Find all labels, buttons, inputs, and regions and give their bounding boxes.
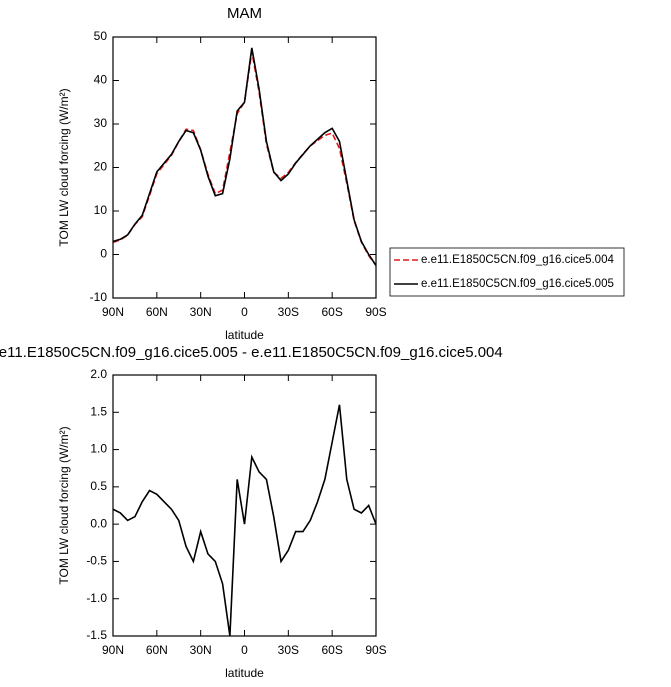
data-line — [113, 404, 376, 636]
y-axis-label: TOM LW cloud forcing (W/m²) — [57, 88, 71, 246]
y-tick-label: 2.0 — [90, 367, 107, 381]
y-tick-label: 30 — [94, 116, 108, 130]
x-tick-label: 0 — [241, 643, 248, 657]
x-tick-label: 30N — [190, 305, 212, 319]
y-axis-label: TOM LW cloud forcing (W/m²) — [57, 426, 71, 584]
chart-title: MAM — [227, 5, 262, 22]
x-tick-label: 90N — [102, 305, 124, 319]
plot-frame — [112, 374, 377, 637]
data-line — [113, 51, 376, 266]
x-axis-label: latitude — [225, 666, 264, 680]
x-tick-label: 90S — [365, 305, 386, 319]
y-tick-label: 50 — [94, 29, 108, 43]
x-tick-label: 60S — [321, 643, 342, 657]
x-tick-label: 60S — [321, 305, 342, 319]
y-tick-label: 20 — [94, 160, 108, 174]
y-tick-label: 0.5 — [90, 479, 107, 493]
x-axis-label: latitude — [225, 328, 264, 342]
plot-frame — [112, 36, 377, 299]
chart-title: e.e11.E1850C5CN.f09_g16.cice5.005 - e.e1… — [0, 344, 503, 361]
y-tick-label: 10 — [94, 203, 108, 217]
y-tick-label: 1.5 — [90, 404, 107, 418]
y-tick-label: 1.0 — [90, 442, 107, 456]
x-tick-label: 90S — [365, 643, 386, 657]
y-tick-label: 40 — [94, 73, 108, 87]
y-tick-label: -1.0 — [86, 591, 107, 605]
y-tick-label: 0.0 — [90, 516, 107, 530]
y-tick-label: -1.5 — [86, 628, 107, 642]
y-tick-label: -10 — [90, 290, 108, 304]
x-tick-label: 90N — [102, 643, 124, 657]
y-tick-label: 0 — [100, 247, 107, 261]
legend-label: e.e11.E1850C5CN.f09_g16.cice5.004 — [421, 254, 614, 266]
data-line — [113, 47, 376, 266]
x-tick-label: 60N — [146, 305, 168, 319]
x-tick-label: 30N — [190, 643, 212, 657]
legend-box — [389, 247, 625, 297]
x-tick-label: 30S — [278, 643, 299, 657]
x-tick-label: 30S — [278, 305, 299, 319]
x-tick-label: 0 — [241, 305, 248, 319]
legend-label: e.e11.E1850C5CN.f09_g16.cice5.005 — [421, 278, 614, 290]
x-tick-label: 60N — [146, 643, 168, 657]
y-tick-label: -0.5 — [86, 554, 107, 568]
